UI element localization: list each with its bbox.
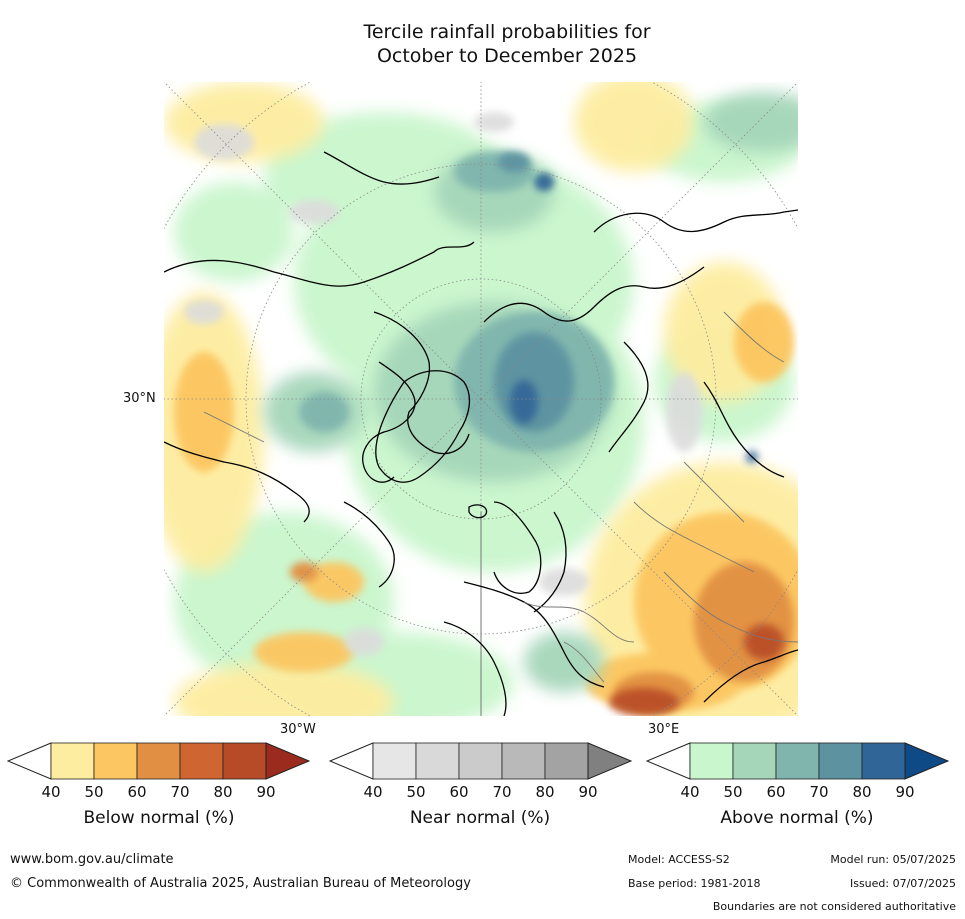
below-tick-90: 90 — [256, 783, 276, 801]
above-tick-70: 70 — [809, 783, 829, 801]
footer-issued: Issued: 07/07/2025 — [849, 877, 956, 890]
near-normal-colorbar — [328, 742, 633, 780]
below-tick-60: 60 — [127, 783, 147, 801]
below-normal-colorbar — [6, 742, 311, 780]
below-colorbar-segment-50-60 — [93, 742, 138, 780]
map-title-line2: October to December 2025 — [376, 45, 638, 67]
lon-label-30w: 30°W — [280, 722, 316, 737]
above-colorbar-segment-70-80 — [818, 742, 863, 780]
above-colorbar-segment-50-60 — [732, 742, 777, 780]
below-colorbar-segment-40-50 — [50, 742, 95, 780]
below-tick-40: 40 — [41, 783, 61, 801]
near-tick-80: 80 — [535, 783, 555, 801]
lon-label-30e: 30°E — [648, 722, 680, 737]
near-tick-70: 70 — [492, 783, 512, 801]
below-colorbar-segment-80-90 — [222, 742, 267, 780]
map-title-line1: Tercile rainfall probabilities for — [363, 21, 651, 43]
lat-label-30n: 30°N — [123, 391, 156, 406]
footer-model-run: Model run: 05/07/2025 — [830, 853, 956, 866]
near-colorbar-segment-50-60 — [415, 742, 460, 780]
above-normal-extreme-field — [510, 174, 758, 463]
above-tick-90: 90 — [895, 783, 915, 801]
footer-copyright: © Commonwealth of Australia 2025, Austra… — [10, 876, 471, 891]
near-tick-40: 40 — [363, 783, 383, 801]
near-colorbar-above-90 — [587, 742, 633, 780]
above-colorbar-below-40 — [645, 742, 691, 780]
below-tick-70: 70 — [170, 783, 190, 801]
footer-disclaimer: Boundaries are not considered authoritat… — [712, 900, 956, 913]
map-title: Tercile rainfall probabilities for Octob… — [0, 20, 965, 68]
coastlines — [164, 151, 798, 716]
footer-base-period: Base period: 1981-2018 — [628, 877, 761, 890]
above-tick-40: 40 — [680, 783, 700, 801]
near-colorbar-segment-80-90 — [544, 742, 589, 780]
above-tick-60: 60 — [766, 783, 786, 801]
near-tick-50: 50 — [406, 783, 426, 801]
above-tick-80: 80 — [852, 783, 872, 801]
above-normal-colorbar — [645, 742, 950, 780]
near-normal-label: Near normal (%) — [409, 808, 551, 828]
near-colorbar-segment-60-70 — [458, 742, 503, 780]
near-colorbar-segment-70-80 — [501, 742, 546, 780]
below-tick-80: 80 — [213, 783, 233, 801]
political-boundaries — [203, 311, 798, 683]
above-normal-label: Above normal (%) — [720, 808, 874, 828]
below-normal-label: Below normal (%) — [83, 808, 235, 828]
above-tick-50: 50 — [723, 783, 743, 801]
above-colorbar-segment-40-50 — [689, 742, 734, 780]
below-colorbar-above-90 — [265, 742, 311, 780]
above-colorbar-segment-80-90 — [861, 742, 906, 780]
below-colorbar-segment-60-70 — [136, 742, 181, 780]
below-normal-very-high-field — [609, 624, 784, 716]
footer-model: Model: ACCESS-S2 — [628, 853, 730, 866]
above-colorbar-segment-60-70 — [775, 742, 820, 780]
near-colorbar-below-40 — [328, 742, 374, 780]
below-tick-50: 50 — [84, 783, 104, 801]
near-tick-90: 90 — [578, 783, 598, 801]
rainfall-probability-map — [164, 82, 798, 716]
near-colorbar-segment-40-50 — [372, 742, 417, 780]
footer-url[interactable]: www.bom.gov.au/climate — [10, 852, 174, 867]
near-tick-60: 60 — [449, 783, 469, 801]
near-normal-field — [184, 112, 702, 656]
below-colorbar-segment-70-80 — [179, 742, 224, 780]
below-colorbar-below-40 — [6, 742, 52, 780]
above-colorbar-above-90 — [904, 742, 950, 780]
